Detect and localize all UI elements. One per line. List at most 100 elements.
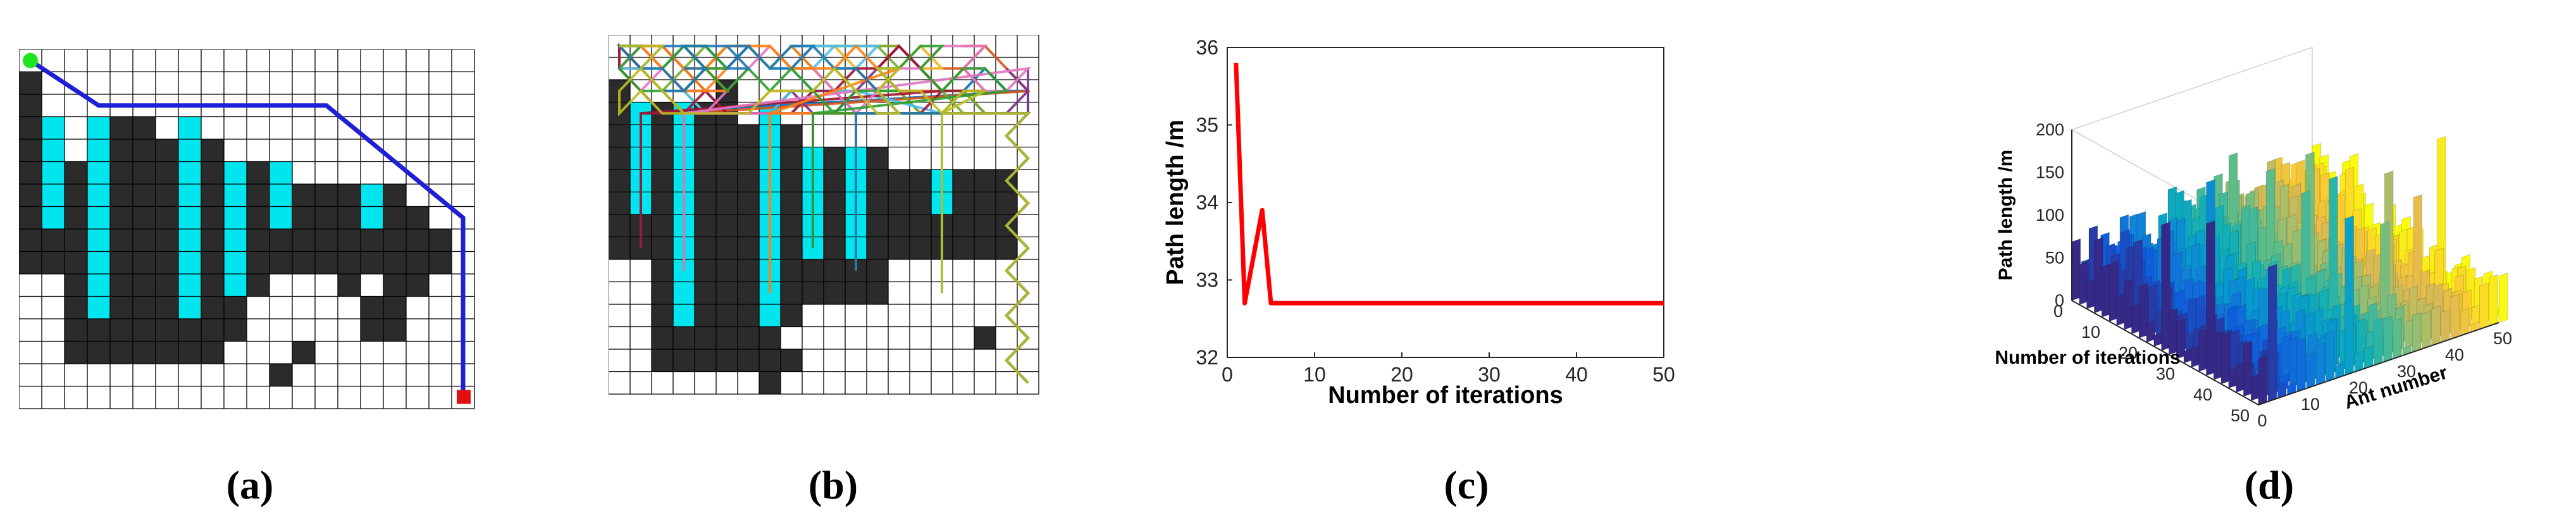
- obstacle-cell: [759, 304, 781, 327]
- bar: [2258, 355, 2267, 405]
- obstacle-cell: [738, 326, 759, 349]
- obstacle-cell: [652, 147, 673, 170]
- obstacle-cell: [110, 341, 133, 364]
- y-tick-label: 0: [2053, 302, 2063, 321]
- z-tick-label: 150: [2036, 163, 2064, 182]
- obstacle-cell: [867, 237, 888, 259]
- x-tick-label: 0: [2257, 411, 2267, 430]
- obstacle-cell: [824, 147, 845, 170]
- obstacle-cell: [953, 192, 974, 214]
- obstacle-cell: [383, 296, 406, 319]
- obstacle-cell: [695, 304, 716, 327]
- obstacle-cell: [406, 206, 429, 229]
- obstacle-cell: [609, 214, 630, 237]
- obstacle-cell: [87, 116, 110, 139]
- obstacle-cell: [974, 237, 996, 259]
- obstacle-cell: [19, 161, 42, 184]
- obstacle-cell: [673, 304, 695, 327]
- plot-frame: [1227, 47, 1664, 358]
- obstacle-cell: [716, 304, 738, 327]
- bar: [2441, 309, 2450, 343]
- obstacle-cell: [201, 229, 224, 252]
- y-axis-line: [2071, 300, 2259, 405]
- bar: [2363, 345, 2374, 369]
- obstacle-cell: [42, 116, 65, 139]
- obstacle-cell: [738, 349, 759, 372]
- obstacle-cell: [201, 206, 224, 229]
- obstacle-cell: [361, 296, 383, 319]
- obstacle-cell: [315, 251, 338, 274]
- obstacle-cell: [292, 229, 315, 252]
- obstacle-cell: [19, 94, 42, 117]
- obstacle-cell: [824, 281, 845, 304]
- obstacle-cell: [201, 319, 224, 342]
- obstacle-cell: [695, 214, 716, 237]
- obstacle-cell: [133, 319, 156, 342]
- obstacle-cell: [247, 229, 269, 252]
- x-tick-label: 50: [1652, 363, 1675, 386]
- z-axis-label: Path length /m: [1995, 150, 2016, 281]
- obstacle-cell: [781, 192, 802, 214]
- obstacle-cell: [781, 281, 802, 304]
- obstacle-cell: [429, 229, 452, 252]
- obstacle-cell: [738, 237, 759, 259]
- obstacle-cell: [269, 206, 292, 229]
- obstacle-cell: [781, 304, 802, 327]
- z-tick-label: 100: [2036, 206, 2064, 225]
- obstacle-cell: [716, 147, 738, 170]
- obstacle-cell: [652, 125, 673, 147]
- obstacle-cell: [87, 274, 110, 297]
- obstacle-cell: [65, 161, 87, 184]
- y-tick-label: 34: [1196, 191, 1218, 214]
- panel-d: 0 10 20 30 40 50 0 10 20 30 40 50 0 50 100 150 200 Ant nu…: [1961, 9, 2568, 443]
- obstacle-cell: [178, 251, 201, 274]
- obstacle-cell: [133, 139, 156, 162]
- bar: [2306, 351, 2315, 389]
- obstacle-cell: [429, 251, 452, 274]
- obstacle-cell: [65, 251, 87, 274]
- obstacle-cell: [247, 274, 269, 297]
- obstacle-cell: [133, 251, 156, 274]
- bar: [2489, 274, 2498, 326]
- obstacle-cell: [133, 184, 156, 207]
- obstacle-cell: [133, 116, 156, 139]
- obstacle-cell: [224, 274, 247, 297]
- obstacle-cell: [65, 319, 87, 342]
- obstacle-cell: [738, 214, 759, 237]
- obstacle-cell: [65, 229, 87, 252]
- caption-b: (b): [808, 462, 858, 507]
- obstacle-cell: [867, 214, 888, 237]
- bar: [2124, 278, 2133, 330]
- y-tick-label: 50: [2231, 406, 2250, 425]
- obstacle-cell: [110, 161, 133, 184]
- x-tick-label: 10: [1303, 363, 1326, 386]
- obstacle-cell: [652, 170, 673, 192]
- obstacle-cell: [87, 206, 110, 229]
- bar: [2094, 237, 2103, 314]
- obstacle-cell: [781, 214, 802, 237]
- obstacle-cell: [695, 125, 716, 147]
- obstacle-cell: [609, 125, 630, 147]
- obstacle-cell: [65, 206, 87, 229]
- obstacle-cell: [738, 259, 759, 282]
- obstacle-cell: [201, 296, 224, 319]
- bar: [2213, 330, 2223, 380]
- obstacle-cell: [609, 237, 630, 259]
- y-tick-label: 40: [2193, 385, 2212, 404]
- obstacle-cell: [224, 296, 247, 319]
- bar: [2393, 318, 2402, 359]
- obstacle-cell: [974, 214, 996, 237]
- obstacle-cell: [802, 281, 824, 304]
- obstacle-cell: [156, 319, 178, 342]
- obstacle-cell: [269, 364, 292, 387]
- obstacle-cell: [65, 296, 87, 319]
- obstacle-cell: [609, 192, 630, 214]
- obstacle-cell: [716, 326, 738, 349]
- obstacle-cell: [695, 237, 716, 259]
- obstacle-cell: [974, 326, 996, 349]
- obstacle-cell: [781, 237, 802, 259]
- obstacle-cell: [65, 274, 87, 297]
- start-marker: [23, 53, 38, 68]
- obstacle-cell: [953, 237, 974, 259]
- y-tick-label: 20: [2119, 343, 2138, 362]
